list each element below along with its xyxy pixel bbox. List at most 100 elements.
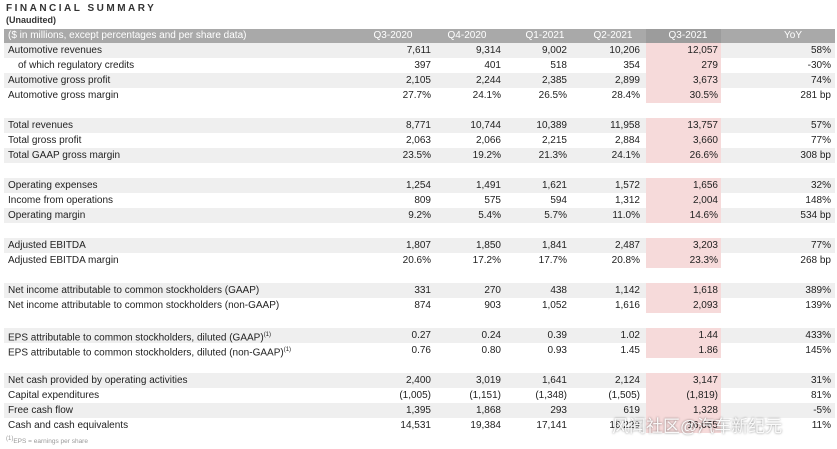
cell: 389% bbox=[805, 285, 831, 296]
cell: 11,958 bbox=[610, 120, 640, 131]
row-label-text: Cash and cash equivalents bbox=[8, 420, 129, 431]
row-label: Net income attributable to common stockh… bbox=[8, 283, 259, 298]
cell: 148% bbox=[805, 195, 831, 206]
cell: 23.5% bbox=[402, 150, 431, 161]
cell: 293 bbox=[550, 405, 567, 416]
highlight bbox=[646, 148, 721, 163]
row-label: Operating expenses bbox=[8, 178, 98, 193]
cell: 3,660 bbox=[692, 135, 718, 146]
row-label-text: Total gross profit bbox=[8, 135, 82, 146]
cell: 81% bbox=[810, 390, 831, 401]
cell: 26.5% bbox=[538, 90, 567, 101]
cell: 281 bp bbox=[800, 90, 831, 101]
cell: 24.1% bbox=[472, 90, 501, 101]
cell: 0.76 bbox=[411, 345, 431, 356]
cell: 77% bbox=[810, 240, 831, 251]
cell: (1,819) bbox=[686, 390, 718, 401]
footnote-marker: (1) bbox=[263, 332, 272, 338]
highlight bbox=[646, 388, 721, 403]
column-header: Q1-2021 bbox=[525, 30, 565, 41]
cell: 1,850 bbox=[475, 240, 501, 251]
cell: 0.27 bbox=[411, 330, 431, 341]
cell: 12,057 bbox=[687, 45, 718, 56]
footnote-marker: (1) bbox=[6, 436, 14, 442]
cell: 575 bbox=[484, 195, 501, 206]
cell: 534 bp bbox=[800, 210, 831, 221]
cell: 32% bbox=[810, 180, 831, 191]
cell: 28.4% bbox=[611, 90, 640, 101]
row-label-text: Net income attributable to common stockh… bbox=[8, 300, 280, 311]
cell: 1,841 bbox=[541, 240, 567, 251]
table-row: Free cash flow 1,395 1,868 293 619 1,328 -5% bbox=[4, 403, 835, 418]
cell: 270 bbox=[484, 285, 501, 296]
cell: 1.45 bbox=[620, 345, 640, 356]
cell: 20.8% bbox=[611, 255, 640, 266]
highlight bbox=[646, 29, 721, 43]
cell: 1,621 bbox=[541, 180, 567, 191]
row-label-text: EPS attributable to common stockholders,… bbox=[8, 347, 284, 359]
highlight bbox=[646, 208, 721, 223]
cell: 2,884 bbox=[614, 135, 640, 146]
column-header: ($ in millions, except percentages and p… bbox=[8, 30, 247, 41]
table-row: Automotive gross profit 2,105 2,244 2,385 2,… bbox=[4, 73, 835, 88]
cell: 5.7% bbox=[544, 210, 567, 221]
cell: 2,899 bbox=[614, 75, 640, 86]
cell: 27.7% bbox=[402, 90, 431, 101]
row-label: EPS attributable to common stockholders,… bbox=[8, 343, 291, 360]
cell: -5% bbox=[813, 405, 831, 416]
cell: 145% bbox=[805, 345, 831, 356]
highlight bbox=[646, 178, 721, 193]
cell: 14.6% bbox=[689, 210, 718, 221]
row-label-text: Capital expenditures bbox=[8, 390, 100, 401]
cell: 3,203 bbox=[692, 240, 718, 251]
row-label: Automotive revenues bbox=[8, 43, 102, 58]
column-header: Q3-2020 bbox=[373, 30, 413, 41]
highlight bbox=[646, 193, 721, 208]
cell: 903 bbox=[484, 300, 501, 311]
row-label-text: Income from operations bbox=[8, 195, 114, 206]
column-header: Q3-2021 bbox=[668, 30, 708, 41]
cell: 279 bbox=[701, 60, 718, 71]
cell: 268 bp bbox=[800, 255, 831, 266]
cell: 9,002 bbox=[541, 45, 567, 56]
cell: (1,348) bbox=[535, 390, 567, 401]
cell: 397 bbox=[414, 60, 431, 71]
cell: 139% bbox=[805, 300, 831, 311]
cell: 31% bbox=[810, 375, 831, 386]
cell: 354 bbox=[623, 60, 640, 71]
cell: 2,400 bbox=[405, 375, 431, 386]
cell: 10,744 bbox=[470, 120, 501, 131]
cell: 2,066 bbox=[475, 135, 501, 146]
cell: 20.6% bbox=[402, 255, 431, 266]
row-label-text: EPS attributable to common stockholders,… bbox=[8, 332, 264, 344]
row-label: Capital expenditures bbox=[8, 388, 99, 403]
cell: 17.7% bbox=[538, 255, 567, 266]
table-row: Adjusted EBITDA margin 20.6% 17.2% 17.7% 20.… bbox=[4, 253, 835, 268]
table-row: Total revenues 8,771 10,744 10,389 11,958 13,… bbox=[4, 118, 835, 133]
row-label: Cash and cash equivalents bbox=[8, 418, 128, 433]
cell: 1,312 bbox=[614, 195, 640, 206]
cell: 1.02 bbox=[620, 330, 640, 341]
row-label: EPS attributable to common stockholders,… bbox=[8, 328, 271, 345]
cell: 331 bbox=[414, 285, 431, 296]
highlight bbox=[646, 73, 721, 88]
row-label-text: Automotive gross margin bbox=[8, 90, 119, 101]
cell: 0.80 bbox=[481, 345, 501, 356]
footnote-marker: (1) bbox=[283, 347, 292, 353]
row-label-text: Automotive revenues bbox=[8, 45, 102, 56]
table-row: Capital expenditures (1,005) (1,151) (1,348… bbox=[4, 388, 835, 403]
table-row: of which regulatory credits 397 401 518 354 2… bbox=[4, 58, 835, 73]
title: FINANCIAL SUMMARY bbox=[6, 3, 157, 14]
cell: 1,052 bbox=[541, 300, 567, 311]
cell: 874 bbox=[414, 300, 431, 311]
row-label-text: Net income attributable to common stockh… bbox=[8, 285, 260, 296]
highlight bbox=[646, 373, 721, 388]
cell: 809 bbox=[414, 195, 431, 206]
cell: 2,093 bbox=[692, 300, 718, 311]
cell: 2,487 bbox=[614, 240, 640, 251]
cell: 1.44 bbox=[698, 330, 718, 341]
cell: 77% bbox=[810, 135, 831, 146]
table-row: Net income attributable to common stockh… bbox=[4, 283, 835, 298]
cell: 26.6% bbox=[689, 150, 718, 161]
header-row: ($ in millions, except percentages and p… bbox=[4, 29, 835, 43]
